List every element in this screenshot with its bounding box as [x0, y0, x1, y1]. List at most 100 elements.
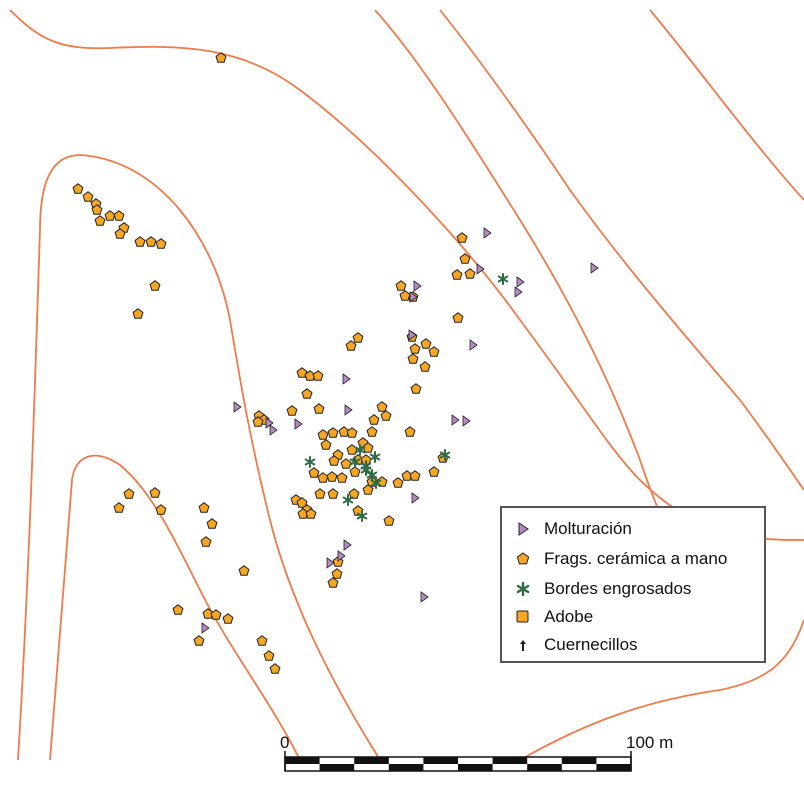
scale-bar-segment	[388, 764, 424, 771]
legend-item-molturacion: Molturación	[512, 517, 632, 541]
ceramica-point	[134, 236, 146, 247]
molturacion-point	[476, 263, 485, 275]
ceramica-point	[193, 635, 205, 646]
star-icon	[516, 581, 530, 597]
ceramica-point	[428, 346, 440, 357]
ceramica-point	[72, 183, 84, 194]
molturacion-point	[342, 373, 351, 385]
legend: Molturación Frags. cerámica a mano Borde…	[500, 506, 766, 663]
ceramica-point	[348, 488, 360, 499]
scale-bar-segment	[561, 757, 597, 764]
ceramica-point	[317, 472, 329, 483]
molturacion-point	[326, 557, 335, 569]
ceramica-point	[305, 508, 317, 519]
molturacion-point	[269, 424, 278, 436]
bordes-point	[370, 477, 382, 489]
ceramica-point	[313, 403, 325, 414]
scale-bar-segment	[527, 764, 562, 771]
ceramica-point	[456, 232, 468, 243]
molturacion-point	[343, 539, 352, 551]
ceramica-point	[404, 426, 416, 437]
ceramica-point	[352, 332, 364, 343]
ceramica-point	[346, 427, 358, 438]
ceramica-point	[362, 442, 374, 453]
horn-icon	[520, 640, 526, 651]
ceramica-point	[286, 405, 298, 416]
molturacion-point	[483, 227, 492, 239]
bordes-point	[497, 273, 509, 285]
ceramica-point	[296, 367, 308, 378]
ceramica-point	[376, 401, 388, 412]
ceramica-point	[327, 427, 339, 438]
bordes-point	[349, 456, 361, 468]
scale-start-label: 0	[280, 733, 290, 752]
ceramica-point	[326, 471, 338, 482]
molturacion-point	[408, 329, 417, 341]
ceramica-point	[352, 505, 364, 516]
ceramica-point	[327, 488, 339, 499]
legend-label-molturacion: Molturación	[544, 519, 632, 538]
ceramica-point	[336, 472, 348, 483]
ceramica-point	[238, 565, 250, 576]
contour-line	[649, 9, 804, 201]
ceramica-point	[320, 439, 332, 450]
ceramica-point	[252, 416, 264, 427]
bordes-point	[439, 449, 451, 461]
bordes-point	[356, 510, 368, 522]
scale-bar-segment	[319, 764, 355, 771]
ceramica-point	[392, 477, 404, 488]
ceramica-point	[172, 604, 184, 615]
ceramica-point	[155, 504, 167, 515]
pentagon-icon	[516, 552, 530, 565]
molturacion-point	[413, 280, 422, 292]
molturacion-point	[344, 404, 353, 416]
ceramica-point	[409, 343, 421, 354]
ceramica-point	[340, 458, 352, 469]
ceramica-point	[314, 488, 326, 499]
ceramica-point	[368, 414, 380, 425]
ceramica-point	[256, 635, 268, 646]
ceramica-point	[215, 52, 227, 63]
ceramica-point	[104, 210, 116, 221]
bordes-point	[369, 451, 381, 463]
ceramica-point	[263, 650, 275, 661]
legend-label-ceramica: Frags. cerámica a mano	[544, 549, 728, 568]
legend-item-ceramica: Frags. cerámica a mano	[512, 547, 727, 571]
ceramica-point	[383, 515, 395, 526]
scale-bar-segment	[596, 764, 631, 771]
ceramica-point	[296, 497, 308, 508]
scale-bar-segment	[458, 764, 493, 771]
ceramica-point	[407, 353, 419, 364]
triangle-icon	[518, 522, 529, 536]
molturacion-point	[201, 622, 210, 634]
bordes-point	[360, 464, 372, 476]
ceramica-point	[132, 308, 144, 319]
ceramica-point	[328, 455, 340, 466]
molturacion-point	[411, 492, 420, 504]
ceramica-point	[345, 340, 357, 351]
bordes-point	[354, 444, 366, 456]
molturacion-point	[337, 550, 346, 562]
bordes-point	[342, 494, 354, 506]
ceramica-point	[410, 383, 422, 394]
ceramica-point	[327, 577, 339, 588]
ceramica-point	[206, 518, 218, 529]
ceramica-point	[200, 536, 212, 547]
ceramica-point	[113, 502, 125, 513]
ceramica-point	[376, 476, 388, 487]
ceramica-point	[459, 253, 471, 264]
scale-bar-segment	[354, 757, 389, 764]
legend-label-cuernecillos: Cuernecillos	[544, 635, 638, 654]
ceramica-point	[420, 338, 432, 349]
ceramica-point	[451, 269, 463, 280]
legend-item-adobe: Adobe	[512, 605, 593, 629]
ceramica-point	[301, 388, 313, 399]
ceramica-point	[338, 426, 350, 437]
ceramica-point	[399, 290, 411, 301]
ceramica-point	[366, 426, 378, 437]
scale-bar-segment	[492, 757, 528, 764]
ceramica-point	[308, 467, 320, 478]
legend-label-adobe: Adobe	[544, 607, 594, 626]
